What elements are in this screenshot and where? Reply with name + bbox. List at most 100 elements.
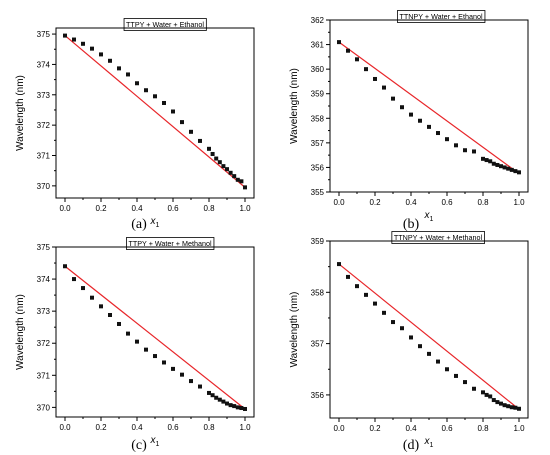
- y-tick-label: 360: [311, 65, 325, 74]
- data-point: [63, 33, 67, 38]
- data-point: [171, 109, 175, 114]
- data-point: [225, 401, 229, 406]
- chart-panel-b: 0.0 0.2 0.4 0.6 0.8 1.0 355 356 357 358 359 360 361 3…: [289, 10, 529, 232]
- data-point: [472, 386, 476, 391]
- data-point: [346, 48, 350, 53]
- data-point: [400, 326, 404, 331]
- data-point: [499, 401, 503, 406]
- y-tick-label: 370: [37, 182, 51, 191]
- reference-line: [64, 35, 246, 188]
- x-tick-label: 0.2: [95, 423, 107, 432]
- y-tick-label: 373: [37, 91, 51, 100]
- data-point: [217, 160, 222, 165]
- chart-panel-c: 0.0 0.2 0.4 0.6 0.8 1.0 370 371 372 373 374 375 TTPY…: [15, 237, 255, 453]
- data-point: [346, 274, 350, 279]
- reference-line: [338, 41, 520, 175]
- data-point: [171, 366, 175, 371]
- plot-frame: [329, 240, 529, 419]
- data-point: [495, 162, 500, 167]
- y-tick-label: 370: [37, 403, 51, 412]
- data-point: [445, 367, 449, 372]
- data-point: [90, 295, 94, 300]
- data-point: [373, 301, 377, 306]
- x-tick-label: 0.4: [131, 423, 143, 432]
- data-point: [484, 392, 489, 397]
- data-point: [135, 81, 139, 86]
- legend-label: TTNPY + Water + Ethanol: [399, 12, 482, 21]
- x-tick-label: 1.0: [513, 424, 525, 433]
- data-point: [235, 177, 240, 182]
- reference-line: [338, 263, 520, 410]
- data-point: [126, 331, 130, 336]
- data-point: [117, 321, 121, 326]
- y-tick-label: 372: [37, 339, 51, 348]
- data-point: [427, 351, 431, 356]
- data-point: [180, 372, 184, 377]
- data-point: [99, 52, 103, 57]
- data-point: [239, 406, 244, 411]
- data-point: [337, 262, 341, 267]
- data-point: [81, 286, 85, 291]
- data-point: [337, 40, 341, 45]
- data-point: [409, 335, 413, 340]
- data-point: [506, 166, 511, 171]
- data-point: [445, 137, 449, 142]
- data-point: [153, 94, 157, 99]
- y-tick-label: 373: [37, 307, 51, 316]
- y-tick-label: 371: [37, 371, 51, 380]
- y-tick-label: 357: [311, 340, 325, 349]
- y-tick-label: 358: [311, 288, 325, 297]
- data-point: [228, 403, 233, 408]
- data-point: [135, 339, 139, 344]
- data-point: [418, 344, 422, 349]
- data-point: [509, 167, 514, 172]
- data-point: [144, 88, 148, 93]
- data-point: [144, 347, 148, 352]
- x-tick-label: 0.6: [441, 424, 453, 433]
- data-point: [108, 58, 112, 63]
- x-tick-label: 0.2: [369, 198, 381, 207]
- x-tick-label: 0.2: [369, 424, 381, 433]
- x-tick-label: 0.2: [95, 204, 107, 213]
- y-tick-label: 355: [311, 188, 325, 197]
- data-point: [162, 360, 166, 365]
- x-tick-label: 0.4: [131, 204, 143, 213]
- x-tick-label: 0.0: [333, 198, 345, 207]
- data-point: [391, 320, 395, 325]
- data-point: [436, 359, 440, 364]
- x-tick-label: 0.4: [405, 198, 417, 207]
- chart-panel-a: 0.0 0.2 0.4 0.6 0.8 1.0 370 371 372 373 374 375 TTPY…: [15, 18, 255, 232]
- data-point: [454, 373, 458, 378]
- data-point: [99, 304, 103, 309]
- y-tick-label: 356: [311, 391, 325, 400]
- data-point: [232, 404, 237, 409]
- x-tick-label: 0.0: [59, 204, 71, 213]
- data-point: [210, 151, 215, 156]
- x-tick-label: 1.0: [239, 204, 251, 213]
- data-point: [221, 399, 226, 404]
- panel-label: (c): [131, 438, 147, 453]
- y-tick-label: 375: [37, 243, 51, 252]
- data-point: [243, 185, 247, 190]
- y-axis-label: Wavelength (nm): [289, 68, 300, 144]
- y-tick-label: 374: [37, 60, 51, 69]
- data-point: [72, 37, 76, 42]
- data-point: [355, 57, 359, 62]
- plot-frame: [55, 246, 255, 418]
- x-tick-label: 0.8: [203, 423, 215, 432]
- x-axis-label: x1: [424, 210, 434, 223]
- data-point: [217, 397, 222, 402]
- data-point: [454, 143, 458, 148]
- legend-box: [123, 18, 207, 31]
- chart-panel-d: 0.0 0.2 0.4 0.6 0.8 1.0 356 357 358 359 TTNPY + Wa…: [289, 231, 529, 453]
- data-point: [400, 105, 404, 110]
- data-point: [513, 405, 518, 410]
- panel-label: (d): [403, 438, 420, 453]
- data-point: [488, 159, 493, 164]
- data-point: [364, 292, 368, 297]
- legend-label: TTPY + Water + Ethanol: [126, 20, 204, 29]
- data-point: [418, 118, 422, 123]
- x-tick-label: 0.6: [167, 423, 179, 432]
- x-axis-label: x1: [424, 436, 434, 449]
